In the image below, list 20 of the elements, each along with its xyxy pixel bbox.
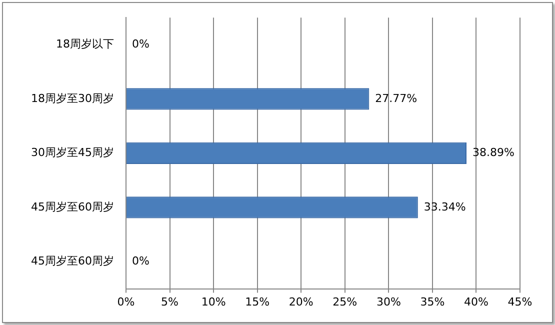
x-tick-label: 45% <box>508 295 532 308</box>
data-label: 0% <box>132 254 150 268</box>
data-label: 27.77% <box>375 92 418 105</box>
x-tick-label: 20% <box>288 295 314 308</box>
y-tick-label: 45周岁至60周岁 <box>30 254 114 268</box>
x-tick-label: 25% <box>332 295 358 308</box>
x-tick-label: 10% <box>201 295 226 308</box>
x-tick-label: 15% <box>245 295 270 308</box>
data-label: 33.34% <box>424 200 466 214</box>
x-tick-label: 0% <box>117 295 135 308</box>
x-tick-label: 35% <box>420 295 445 308</box>
data-label: 0% <box>132 38 150 51</box>
x-tick-label: 40% <box>464 295 488 308</box>
y-tick-label: 45周岁至60周岁 <box>30 200 114 214</box>
x-tick-label: 30% <box>376 295 401 308</box>
y-tick-label: 18周岁以下 <box>56 38 114 51</box>
data-label: 38.89% <box>472 146 514 160</box>
y-tick-label: 18周岁至30周岁 <box>30 92 114 105</box>
x-tick-label: 5% <box>161 295 178 308</box>
y-tick-label: 30周岁至45周岁 <box>30 146 114 160</box>
